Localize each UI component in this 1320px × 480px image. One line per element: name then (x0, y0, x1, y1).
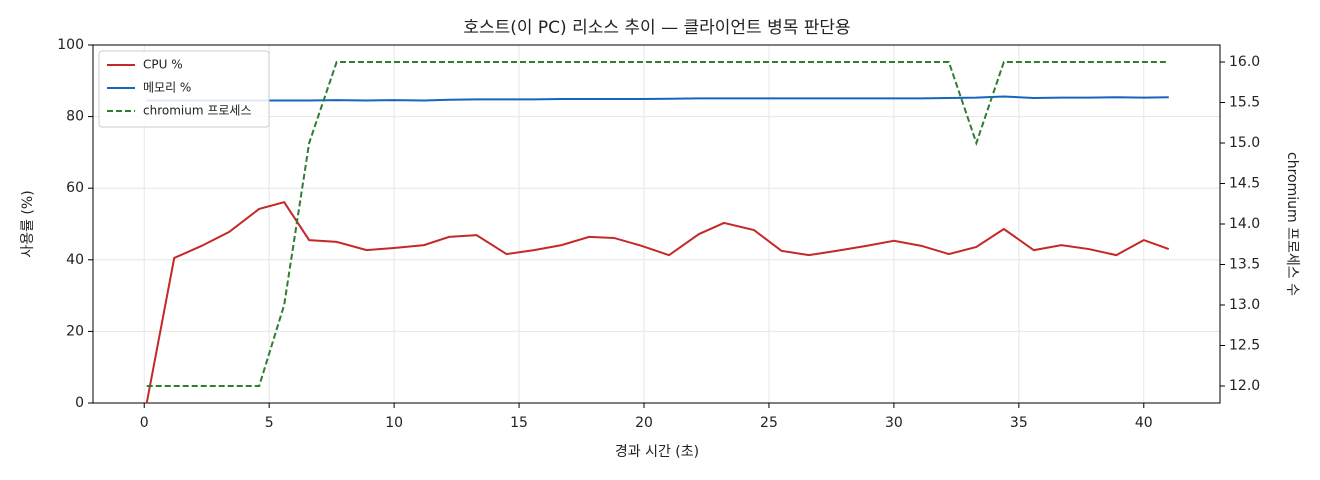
y-tick-label: 40 (66, 252, 84, 268)
legend-label: CPU % (143, 58, 183, 72)
x-tick-label: 25 (760, 415, 778, 431)
y-tick-label: 100 (57, 37, 84, 53)
x-tick-label: 5 (265, 415, 274, 431)
y2-tick-label: 13.0 (1229, 297, 1260, 313)
x-tick-label: 0 (140, 415, 149, 431)
y2-tick-label: 14.0 (1229, 216, 1260, 232)
x-tick-label: 15 (510, 415, 528, 431)
legend-box (98, 50, 270, 128)
x-tick-label: 40 (1135, 415, 1153, 431)
x-tick-label: 30 (885, 415, 903, 431)
series-line (145, 201, 1170, 404)
y-tick-label: 80 (66, 109, 84, 125)
x-tick-label: 35 (1010, 415, 1028, 431)
y2-tick-label: 15.5 (1229, 95, 1260, 111)
y2-tick-label: 16.0 (1229, 54, 1260, 70)
y-tick-label: 0 (75, 395, 84, 411)
y-tick-label: 60 (66, 180, 84, 196)
y2-tick-label: 13.5 (1229, 256, 1260, 272)
y-tick-label: 20 (66, 323, 84, 339)
y2-tick-label: 14.5 (1229, 176, 1260, 192)
y2-axis-label: chromium 프로세스 수 (1284, 152, 1300, 296)
x-axis-label: 경과 시간 (초) (615, 444, 699, 460)
plot-frame (92, 44, 1221, 404)
y-axis-label: 사용률 (%) (20, 190, 36, 257)
chart-title: 호스트(이 PC) 리소스 추이 — 클라이언트 병목 판단용 (463, 18, 850, 38)
y2-tick-label: 12.5 (1229, 337, 1260, 353)
series-line (146, 95, 1169, 102)
x-tick-label: 10 (385, 415, 403, 431)
series-line (146, 61, 1169, 387)
x-tick-label: 20 (635, 415, 653, 431)
legend-label: chromium 프로세스 (143, 104, 252, 118)
legend-label: 메모리 % (143, 81, 191, 95)
y2-tick-label: 12.0 (1229, 378, 1260, 394)
y2-tick-label: 15.0 (1229, 135, 1260, 151)
